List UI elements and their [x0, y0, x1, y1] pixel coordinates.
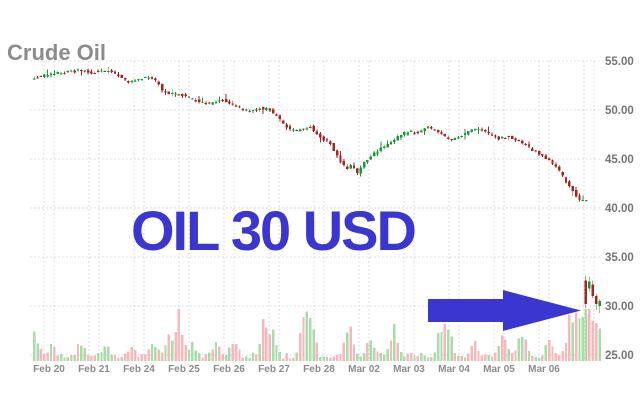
svg-text:25.00: 25.00: [605, 350, 634, 362]
svg-text:Feb 25: Feb 25: [168, 364, 200, 375]
svg-text:Feb 21: Feb 21: [78, 364, 110, 375]
svg-text:Mar 04: Mar 04: [438, 364, 470, 375]
svg-text:55.00: 55.00: [605, 56, 634, 68]
x-axis-labels: Feb 20 Feb 21 Feb 24 Feb 25 Feb 26 Feb 27 Feb …: [33, 364, 560, 375]
svg-text:30.00: 30.00: [605, 301, 634, 313]
svg-text:Feb 27: Feb 27: [258, 364, 290, 375]
svg-text:Feb 26: Feb 26: [213, 364, 245, 375]
chart-title: Crude Oil: [7, 40, 107, 65]
svg-text:Feb 20: Feb 20: [33, 364, 65, 375]
svg-text:35.00: 35.00: [605, 252, 634, 264]
grid-lines: [30, 60, 601, 361]
svg-text:Mar 03: Mar 03: [393, 364, 425, 375]
svg-text:45.00: 45.00: [605, 154, 634, 166]
svg-text:Mar 06: Mar 06: [528, 364, 560, 375]
price-annotation-text: OIL 30 USD: [131, 199, 417, 262]
svg-text:Feb 28: Feb 28: [303, 364, 335, 375]
y-axis-labels: 55.00 50.00 45.00 40.00 35.00 30.00 25.00: [605, 56, 634, 362]
svg-text:Mar 02: Mar 02: [348, 364, 380, 375]
svg-text:Feb 24: Feb 24: [123, 364, 155, 375]
volume-bars: [33, 309, 601, 361]
price-candles: [33, 67, 601, 313]
svg-text:40.00: 40.00: [605, 203, 634, 215]
svg-text:Mar 05: Mar 05: [483, 364, 515, 375]
svg-text:50.00: 50.00: [605, 105, 634, 117]
